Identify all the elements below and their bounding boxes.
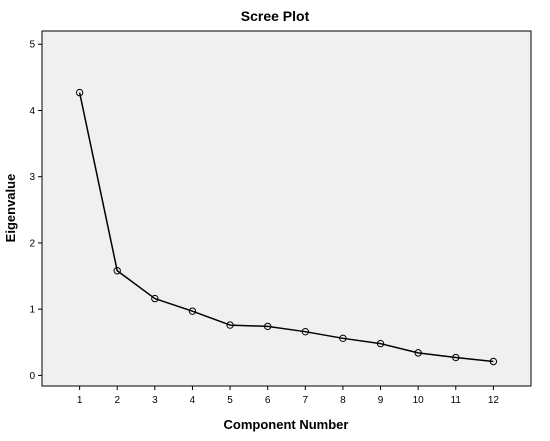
series-group bbox=[75, 88, 498, 366]
data-point bbox=[414, 349, 422, 357]
data-point bbox=[263, 322, 272, 331]
y-tick-label: 5 bbox=[29, 40, 35, 51]
data-point bbox=[226, 321, 234, 329]
x-tick-label: 3 bbox=[152, 395, 158, 406]
x-tick-label: 11 bbox=[451, 395, 462, 406]
x-axis: 1 2 3 4 5 6 7 8 9 10 11 12 bbox=[77, 386, 500, 406]
x-tick-label: 2 bbox=[114, 395, 120, 406]
data-point bbox=[75, 88, 84, 97]
y-axis: 0 1 2 3 4 5 bbox=[29, 40, 42, 382]
x-tick-label: 9 bbox=[378, 395, 384, 406]
data-point bbox=[113, 267, 121, 275]
x-tick-label: 6 bbox=[265, 395, 271, 406]
series-line bbox=[78, 92, 494, 363]
data-point bbox=[151, 294, 159, 303]
chart-title: Scree Plot bbox=[241, 8, 310, 24]
y-tick-label: 4 bbox=[29, 106, 35, 117]
y-tick-label: 2 bbox=[29, 238, 35, 249]
x-tick-label: 5 bbox=[227, 395, 233, 406]
data-point bbox=[188, 307, 197, 315]
data-point bbox=[452, 353, 460, 362]
y-tick-label: 1 bbox=[29, 305, 35, 316]
x-tick-label: 1 bbox=[77, 395, 83, 406]
data-point bbox=[301, 327, 310, 336]
data-point bbox=[489, 357, 498, 366]
data-point bbox=[339, 334, 347, 343]
x-axis-title: Component Number bbox=[224, 417, 349, 432]
x-tick-label: 8 bbox=[340, 395, 346, 406]
x-tick-label: 4 bbox=[190, 395, 196, 406]
y-tick-label: 0 bbox=[29, 371, 35, 382]
y-axis-title: Eigenvalue bbox=[3, 174, 18, 243]
x-tick-label: 12 bbox=[488, 395, 500, 406]
data-point bbox=[376, 339, 385, 348]
x-tick-label: 10 bbox=[413, 395, 425, 406]
x-tick-label: 7 bbox=[303, 395, 309, 406]
y-tick-label: 3 bbox=[29, 172, 35, 183]
plot-area bbox=[41, 30, 532, 387]
